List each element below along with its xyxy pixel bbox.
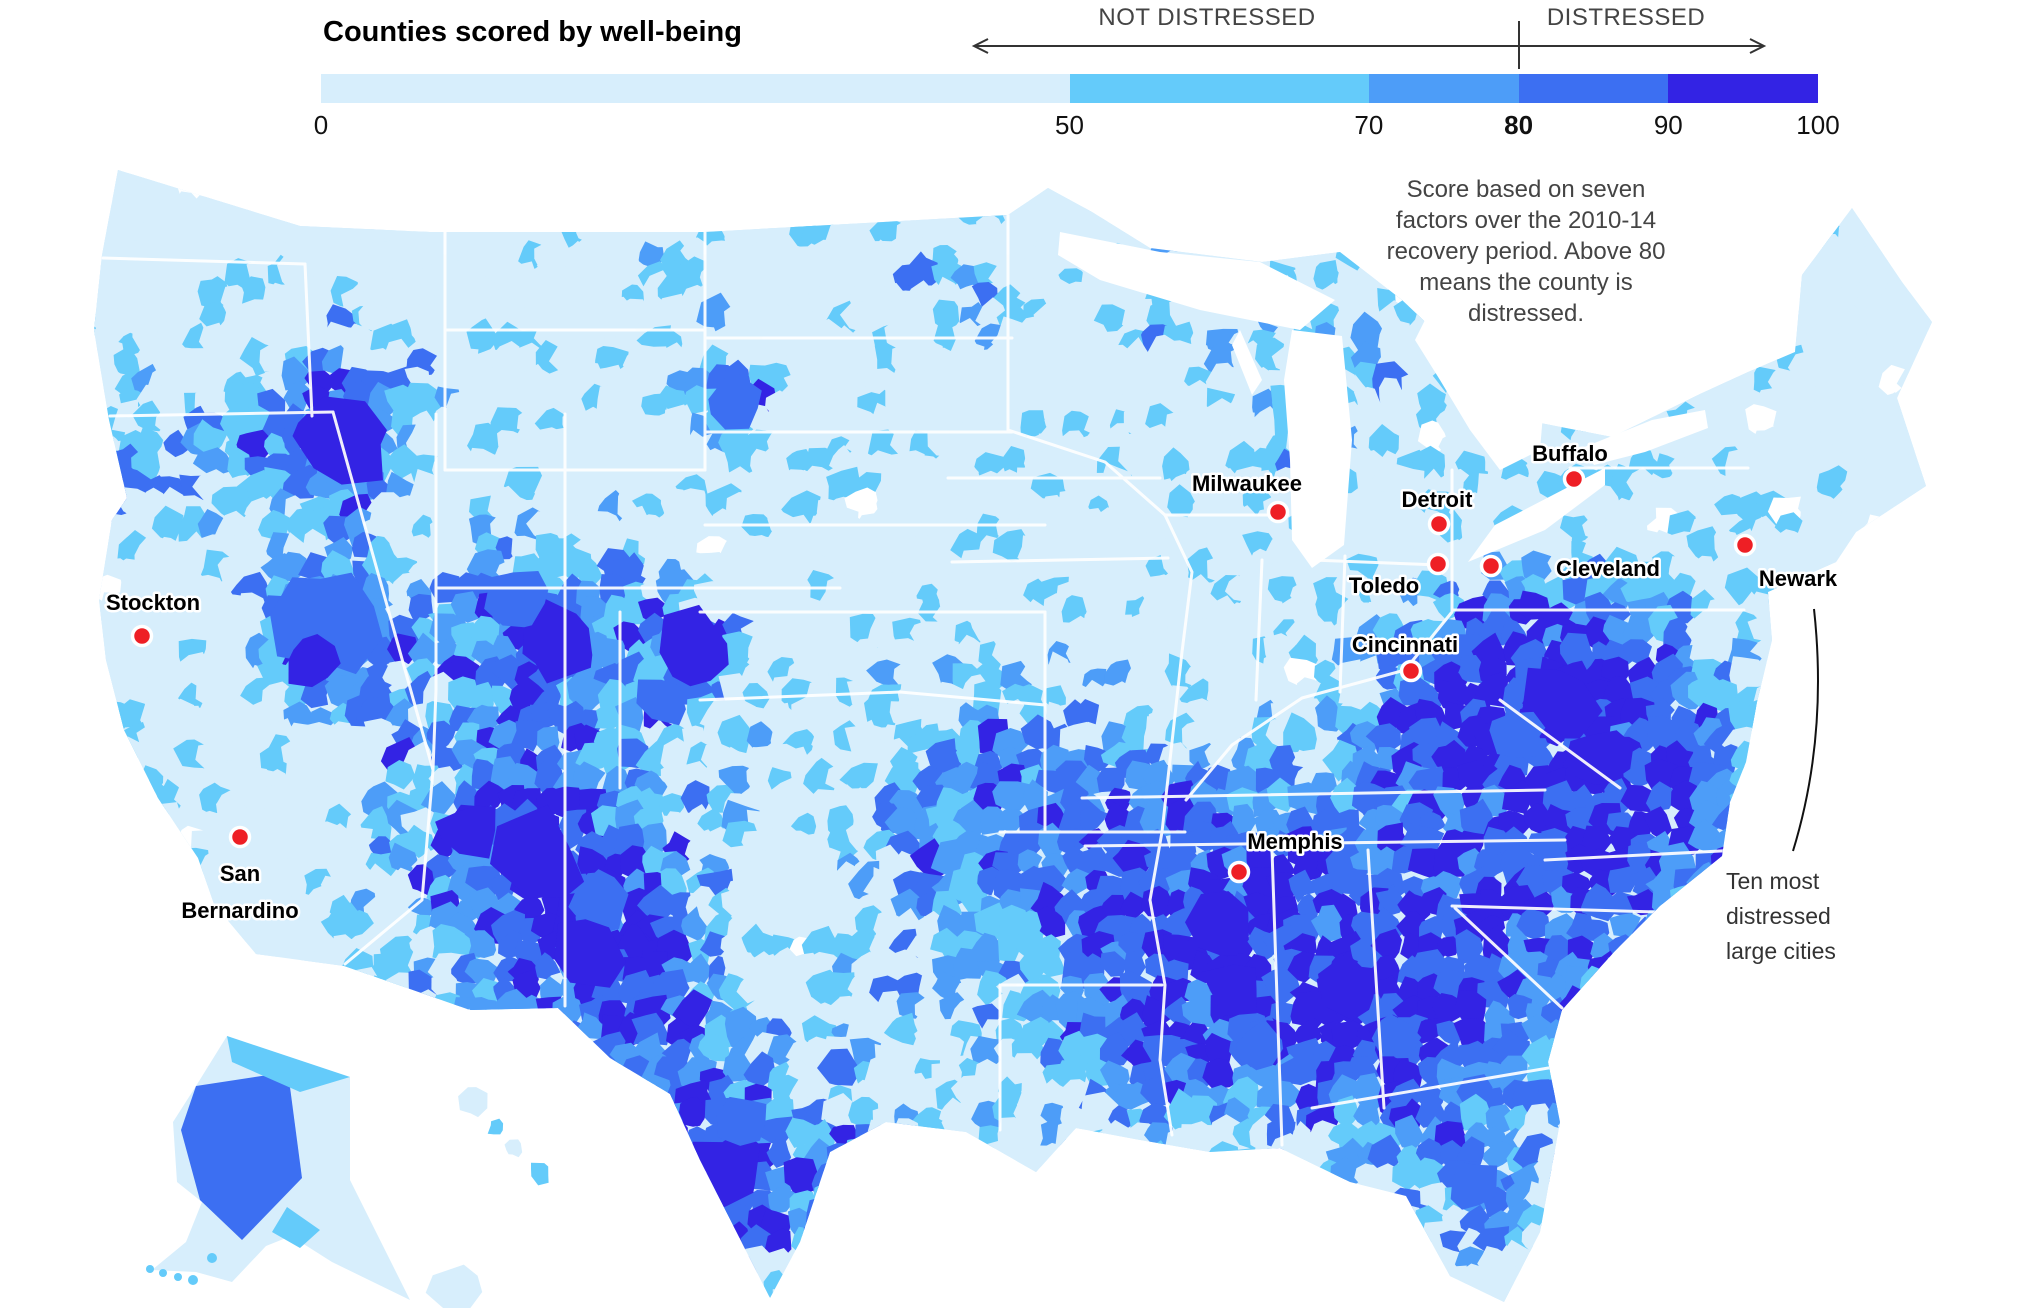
legend-tick-50: 50 bbox=[1055, 110, 1084, 140]
city-label: Memphis bbox=[1247, 829, 1342, 854]
state-borders bbox=[101, 213, 1750, 1147]
lake-michigan bbox=[1284, 330, 1352, 568]
legend-tick-90: 90 bbox=[1653, 110, 1683, 140]
not-distressed-label: NOT DISTRESSED bbox=[1098, 4, 1316, 31]
city-label: Cleveland bbox=[1556, 556, 1660, 581]
city-dot-icon bbox=[1562, 467, 1586, 491]
city-label: Toledo bbox=[1349, 573, 1419, 598]
callout-curve bbox=[1792, 608, 1819, 852]
legend-tick-80: 80 bbox=[1504, 110, 1534, 140]
city-label: Newark bbox=[1759, 566, 1838, 591]
left-arrowhead-icon bbox=[971, 38, 989, 54]
city-dot-icon bbox=[1227, 860, 1251, 884]
city-marker-buffalo: Buffalo bbox=[1530, 439, 1610, 491]
city-marker-detroit: Detroit bbox=[1399, 485, 1476, 536]
city-dot-icon bbox=[1426, 552, 1450, 576]
color-scale-bar bbox=[321, 74, 1818, 103]
city-dot-icon bbox=[1479, 554, 1503, 578]
city-label: Detroit bbox=[1402, 487, 1474, 512]
city-dot-icon bbox=[130, 624, 154, 648]
city-marker-newark: Newark bbox=[1733, 533, 1840, 594]
city-dot-icon bbox=[228, 825, 252, 849]
score-annotation: Score based on seven factors over the 20… bbox=[1386, 176, 1666, 327]
city-label: Milwaukee bbox=[1192, 471, 1302, 496]
legend-band-70-80 bbox=[1368, 74, 1519, 103]
legend-tick-70: 70 bbox=[1354, 110, 1384, 140]
lake-huron bbox=[1415, 310, 1545, 470]
lake-erie bbox=[1468, 468, 1605, 562]
alaska-inset bbox=[146, 1036, 410, 1300]
legend-band-50-70 bbox=[1069, 74, 1369, 103]
city-marker-stockton: Stockton bbox=[103, 588, 203, 648]
city-dot-icon bbox=[1266, 500, 1290, 524]
city-label: Buffalo bbox=[1532, 441, 1608, 466]
city-markers: Stockton San Bernardino Milwaukee Detroit Tol… bbox=[103, 439, 1840, 926]
green-bay bbox=[1232, 330, 1262, 395]
city-label: Cincinnati bbox=[1352, 632, 1458, 657]
legend-tick-100: 100 bbox=[1796, 110, 1840, 140]
lake-ontario bbox=[1582, 410, 1708, 465]
ten-most-distressed-callout: Ten most distressed large cities bbox=[1726, 868, 1836, 964]
city-dot-icon bbox=[1733, 533, 1757, 557]
legend-tick-0: 0 bbox=[313, 110, 329, 140]
city-marker-milwaukee: Milwaukee bbox=[1189, 469, 1305, 524]
right-arrowhead-icon bbox=[1749, 38, 1767, 54]
city-marker-cleveland: Cleveland bbox=[1479, 554, 1662, 584]
city-marker-toledo: Toledo bbox=[1346, 552, 1450, 601]
city-marker-san-bernardino: San Bernardino bbox=[179, 825, 301, 926]
hawaii-inset bbox=[425, 1087, 549, 1308]
city-label: San Bernardino bbox=[181, 861, 298, 923]
color-scale-ticks: 0 50 70 80 90 100 bbox=[314, 110, 1840, 142]
legend-arrows bbox=[971, 21, 1767, 69]
great-lakes bbox=[1058, 232, 1708, 568]
city-dot-icon bbox=[1427, 512, 1451, 536]
city-dot-icon bbox=[1399, 659, 1423, 683]
distressed-label: DISTRESSED bbox=[1546, 4, 1706, 31]
city-marker-cincinnati: Cincinnati bbox=[1349, 630, 1461, 683]
city-marker-memphis: Memphis bbox=[1227, 827, 1345, 884]
legend-band-0-50 bbox=[321, 74, 1070, 103]
page-title: Counties scored by well-being bbox=[323, 16, 742, 48]
lake-superior bbox=[1058, 232, 1335, 330]
city-label: Stockton bbox=[106, 590, 200, 615]
legend-band-90-100 bbox=[1668, 74, 1818, 103]
legend-band-80-90 bbox=[1518, 74, 1669, 103]
